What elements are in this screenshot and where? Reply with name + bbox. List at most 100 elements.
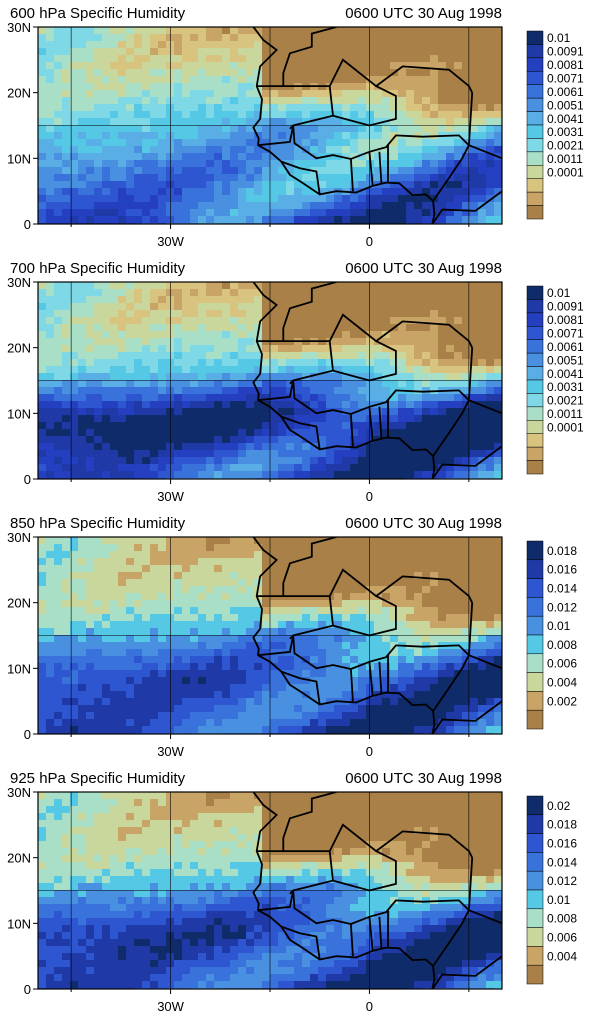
gridlines bbox=[38, 792, 502, 989]
colorbar-box bbox=[526, 927, 544, 947]
colorbar-box bbox=[526, 57, 544, 72]
colorbar: 0.010.00910.00810.00710.00610.00510.0041… bbox=[526, 30, 584, 220]
panel-title: 925 hPa Specific Humidity bbox=[10, 770, 186, 787]
colorbar-label: 0.012 bbox=[547, 600, 577, 614]
panel-3: 850 hPa Specific Humidity 0600 UTC 30 Aug… bbox=[7, 515, 577, 759]
y-tick-label: 20N bbox=[7, 86, 31, 101]
y-tick-label: 10N bbox=[7, 151, 31, 166]
colorbar-box bbox=[526, 672, 544, 692]
colorbar-label: 0.006 bbox=[547, 931, 577, 945]
y-tick-label: 0 bbox=[24, 727, 31, 742]
panel-title: 600 hPa Specific Humidity bbox=[10, 5, 186, 22]
colorbar-box bbox=[526, 420, 544, 434]
colorbar-box bbox=[526, 559, 544, 579]
colorbar-box bbox=[526, 178, 544, 193]
colorbar-box bbox=[526, 97, 544, 112]
colorbar-label: 0.002 bbox=[547, 694, 577, 708]
colorbar-box bbox=[526, 597, 544, 617]
colorbar-label: 0.01 bbox=[547, 619, 571, 633]
y-tick-label: 0 bbox=[24, 217, 31, 232]
y-tick-label: 30N bbox=[7, 275, 31, 290]
colorbar-box bbox=[526, 852, 544, 872]
colorbar-box bbox=[526, 205, 544, 220]
colorbar-box bbox=[526, 285, 544, 300]
colorbar-box bbox=[526, 578, 544, 598]
colorbar-box bbox=[526, 540, 544, 561]
colorbar-label: 0.014 bbox=[547, 582, 577, 596]
y-tick-label: 20N bbox=[7, 851, 31, 866]
colorbar-box bbox=[526, 446, 544, 461]
panel-time: 0600 UTC 30 Aug 1998 bbox=[345, 770, 502, 787]
colorbar-box bbox=[526, 460, 544, 475]
colorbar-box bbox=[526, 191, 544, 206]
colorbar-box bbox=[526, 908, 544, 928]
panel-time: 0600 UTC 30 Aug 1998 bbox=[345, 260, 502, 277]
x-tick-label: 0 bbox=[366, 489, 373, 504]
y-tick-label: 0 bbox=[24, 472, 31, 487]
panel-time: 0600 UTC 30 Aug 1998 bbox=[345, 5, 502, 22]
colorbar-label: 0.018 bbox=[547, 818, 577, 832]
colorbar-box bbox=[526, 433, 544, 448]
colorbar-box bbox=[526, 299, 544, 314]
x-tick-label: 30W bbox=[157, 744, 184, 759]
colorbar-label: 0.016 bbox=[547, 837, 577, 851]
humidity-field bbox=[38, 792, 502, 989]
colorbar-box bbox=[526, 709, 544, 730]
x-tick-label: 30W bbox=[157, 234, 184, 249]
gridlines bbox=[38, 27, 502, 224]
colorbar-box bbox=[526, 946, 544, 966]
colorbar-box bbox=[526, 653, 544, 673]
x-tick-label: 30W bbox=[157, 489, 184, 504]
colorbar-label: 0.0001 bbox=[547, 166, 584, 180]
colorbar-box bbox=[526, 795, 544, 816]
colorbar-box bbox=[526, 71, 544, 85]
colorbar-box bbox=[526, 393, 544, 408]
colorbar-box bbox=[526, 312, 544, 327]
y-tick-label: 20N bbox=[7, 596, 31, 611]
colorbar-label: 0.01 bbox=[547, 286, 571, 300]
colorbar-label: 0.0051 bbox=[547, 98, 584, 112]
colorbar-label: 0.004 bbox=[547, 676, 577, 690]
y-tick-label: 20N bbox=[7, 341, 31, 356]
colorbar-label: 0.018 bbox=[547, 544, 577, 558]
colorbar-box bbox=[526, 833, 544, 853]
colorbar-label: 0.0071 bbox=[547, 327, 584, 341]
colorbar-box bbox=[526, 138, 544, 153]
colorbar-label: 0.0011 bbox=[547, 152, 583, 166]
colorbar-box bbox=[526, 615, 544, 636]
colorbar-label: 0.004 bbox=[547, 949, 577, 963]
y-tick-label: 30N bbox=[7, 530, 31, 545]
panel-title: 700 hPa Specific Humidity bbox=[10, 260, 186, 277]
colorbar-box bbox=[526, 165, 544, 179]
colorbar: 0.018 0.016 0.014 0.012 0.01 0.008 0.006 0.004 0… bbox=[526, 540, 577, 730]
colorbar-box bbox=[526, 339, 544, 354]
colorbar-box bbox=[526, 964, 544, 985]
colorbar-label: 0.0041 bbox=[547, 112, 584, 126]
colorbar-label: 0.006 bbox=[547, 657, 577, 671]
y-tick-label: 30N bbox=[7, 785, 31, 800]
colorbar-label: 0.0011 bbox=[547, 407, 583, 421]
colorbar-label: 0.0061 bbox=[547, 340, 584, 354]
colorbar-label: 0.02 bbox=[547, 799, 571, 813]
y-tick-label: 10N bbox=[7, 916, 31, 931]
colorbar-label: 0.0091 bbox=[547, 45, 584, 59]
colorbar-box bbox=[526, 326, 544, 340]
y-tick-label: 0 bbox=[24, 982, 31, 997]
colorbar-label: 0.0001 bbox=[547, 421, 584, 435]
colorbar-label: 0.01 bbox=[547, 31, 571, 45]
colorbar-label: 0.0081 bbox=[547, 313, 584, 327]
colorbar-label: 0.008 bbox=[547, 638, 577, 652]
colorbar-box bbox=[526, 870, 544, 891]
colorbar-box bbox=[526, 30, 544, 45]
x-tick-label: 0 bbox=[366, 234, 373, 249]
gridlines bbox=[38, 282, 502, 479]
colorbar-box bbox=[526, 691, 544, 711]
x-tick-label: 0 bbox=[366, 744, 373, 759]
colorbar-label: 0.014 bbox=[547, 855, 577, 869]
coastlines bbox=[252, 27, 502, 224]
panel-1: 600 hPa Specific Humidity 0600 UTC 30 Aug… bbox=[7, 5, 584, 249]
colorbar: 0.010.00910.00810.00710.00610.00510.0041… bbox=[526, 285, 584, 475]
colorbar-box bbox=[526, 379, 544, 394]
colorbar-label: 0.0021 bbox=[547, 139, 584, 153]
colorbar-box bbox=[526, 84, 544, 99]
